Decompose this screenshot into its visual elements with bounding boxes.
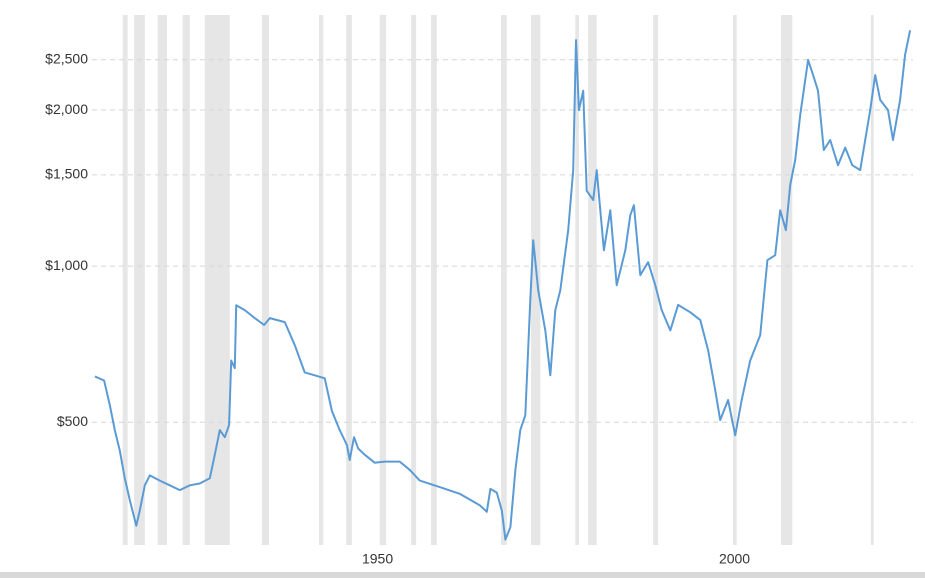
recession-band (204, 15, 230, 545)
recession-band (588, 15, 597, 545)
y-tick-label: $1,000 (45, 257, 88, 273)
recession-band (379, 15, 387, 545)
y-tick-label: $2,000 (45, 101, 88, 117)
recession-band (501, 15, 507, 545)
recession-band (261, 15, 270, 545)
recession-band (870, 15, 874, 545)
bottom-bar (0, 572, 925, 578)
recession-band (182, 15, 190, 545)
recession-band (653, 15, 659, 545)
recession-band (575, 15, 579, 545)
recession-band (431, 15, 437, 545)
recession-band (780, 15, 793, 545)
recession-band (157, 15, 167, 545)
recession-band (134, 15, 145, 545)
recession-band (319, 15, 324, 545)
recession-band (733, 15, 737, 545)
recession-band (411, 15, 417, 545)
price-line (94, 30, 912, 541)
y-tick-label: $2,500 (45, 50, 88, 66)
recession-band (122, 15, 128, 545)
y-tick-label: $500 (57, 413, 88, 429)
recession-band (531, 15, 541, 545)
x-tick-label: 1950 (362, 551, 393, 567)
y-tick-label: $1,500 (45, 166, 88, 182)
recession-band (346, 15, 352, 545)
x-tick-label: 2000 (719, 551, 750, 567)
